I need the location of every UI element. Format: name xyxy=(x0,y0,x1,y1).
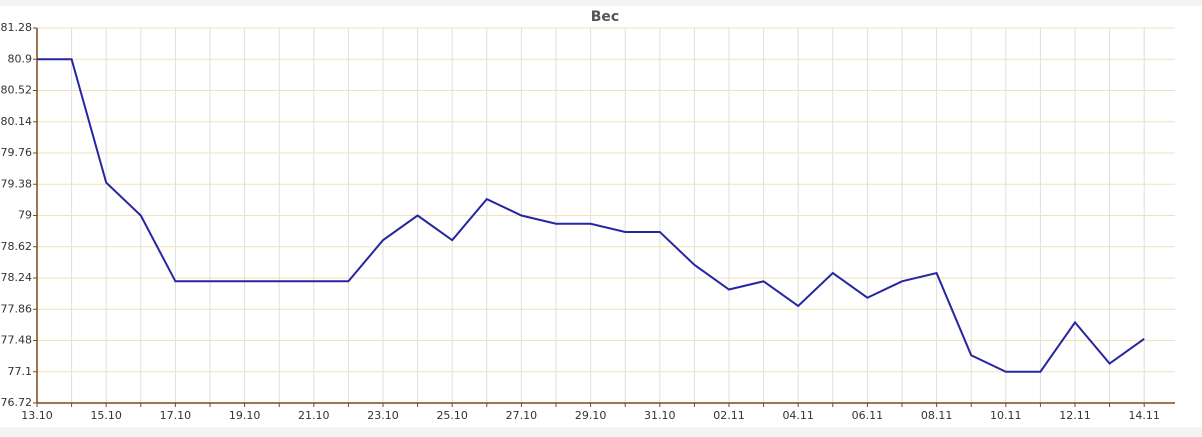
y-tick-label: 79.38 xyxy=(1,177,33,190)
bottom-strip xyxy=(0,427,1202,437)
y-tick-label: 80.9 xyxy=(8,52,33,65)
x-tick-label: 13.10 xyxy=(21,409,53,422)
y-tick-label: 77.86 xyxy=(1,302,33,315)
x-tick-label: 10.11 xyxy=(990,409,1022,422)
x-tick-label: 25.10 xyxy=(436,409,468,422)
y-tick-label: 80.14 xyxy=(1,115,33,128)
y-tick-label: 78.24 xyxy=(1,271,33,284)
x-tick-label: 02.11 xyxy=(713,409,745,422)
x-tick-label: 21.10 xyxy=(298,409,330,422)
data-line xyxy=(37,58,1145,373)
x-tick-label: 06.11 xyxy=(852,409,884,422)
x-tick-label: 14.11 xyxy=(1128,409,1160,422)
x-tick-label: 04.11 xyxy=(782,409,814,422)
x-tick-label: 12.11 xyxy=(1059,409,1091,422)
y-tick-label: 76.72 xyxy=(1,396,33,409)
y-tick-label: 79.76 xyxy=(1,146,33,159)
y-tick-label: 81.28 xyxy=(1,21,33,34)
x-tick-label: 08.11 xyxy=(921,409,953,422)
x-tick-label: 31.10 xyxy=(644,409,676,422)
x-tick-label: 29.10 xyxy=(575,409,607,422)
x-tick-label: 17.10 xyxy=(160,409,192,422)
x-tick-label: 23.10 xyxy=(367,409,399,422)
x-tick-label: 27.10 xyxy=(506,409,538,422)
x-tick-label: 15.10 xyxy=(90,409,122,422)
y-tick-label: 78.62 xyxy=(1,240,33,253)
y-tick-label: 80.52 xyxy=(1,84,33,97)
x-tick-label: 19.10 xyxy=(229,409,261,422)
top-strip xyxy=(0,0,1202,6)
y-tick-label: 77.48 xyxy=(1,334,33,347)
y-tick-label: 79 xyxy=(18,209,32,222)
chart-title: Вес xyxy=(591,9,619,25)
y-tick-label: 77.1 xyxy=(8,365,33,378)
